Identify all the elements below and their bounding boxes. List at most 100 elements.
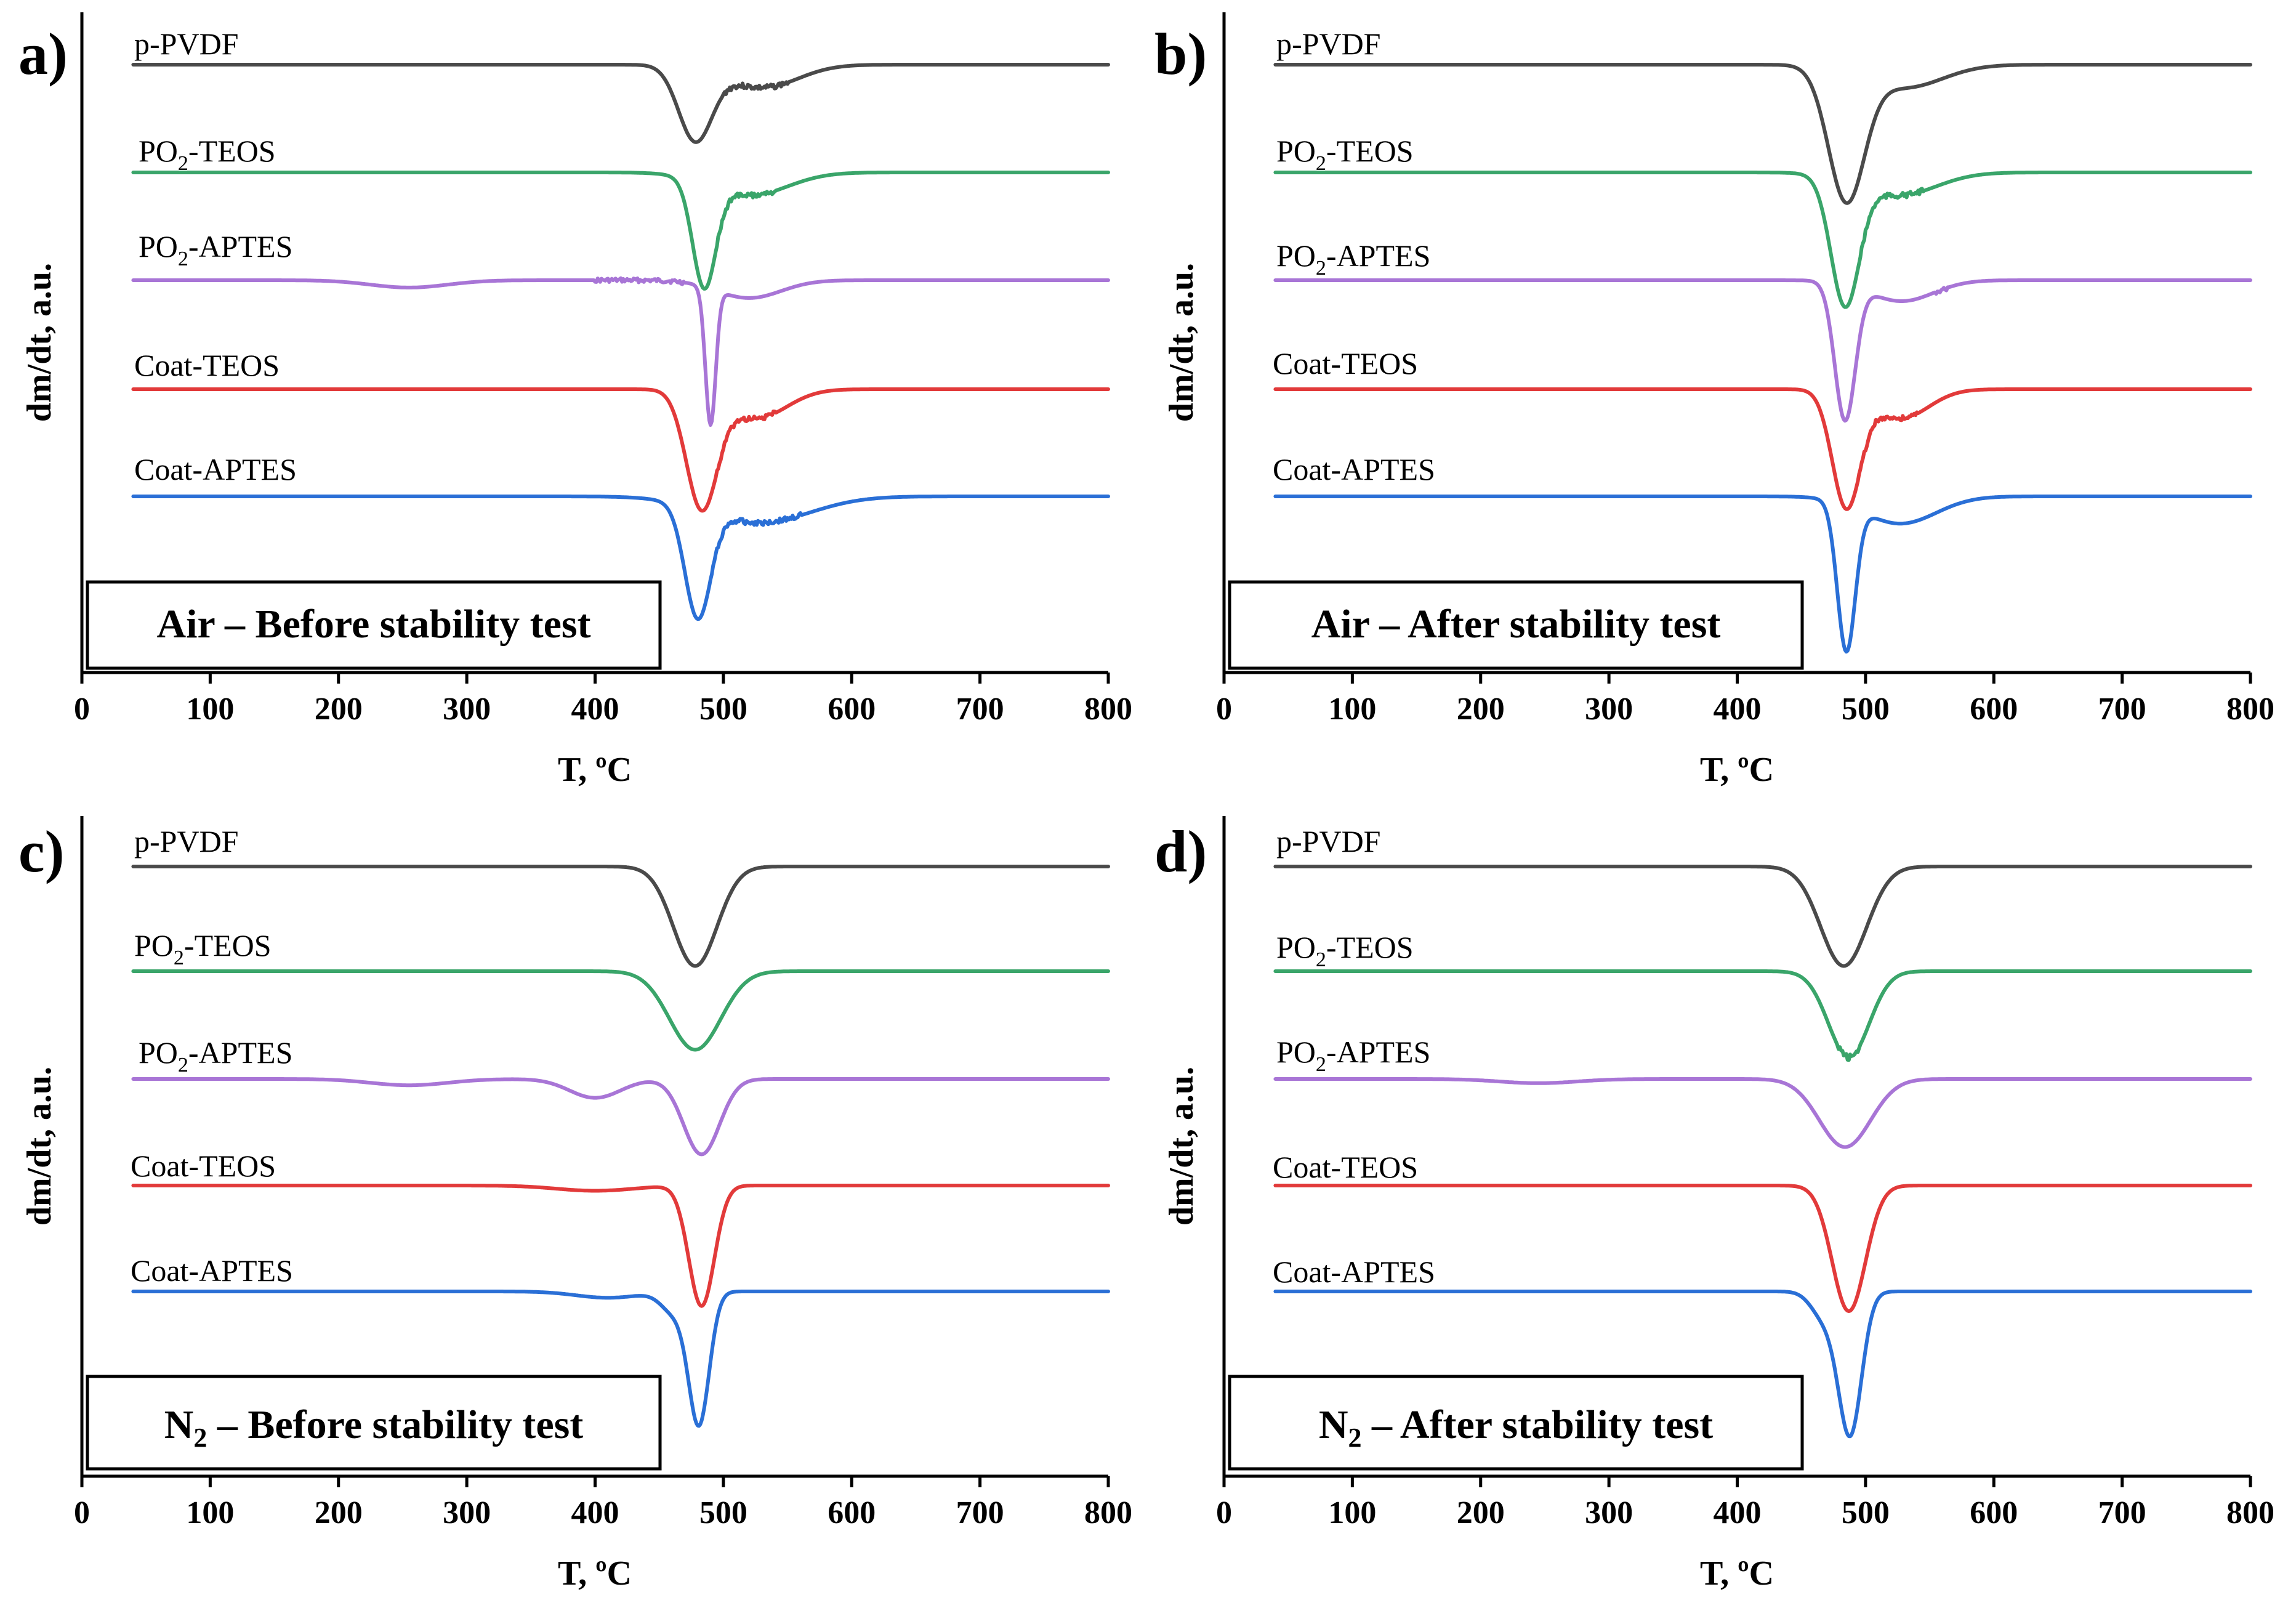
x-tick-label: 100 (1328, 692, 1376, 727)
series-label-p-pvdf: p-PVDF (1276, 26, 1380, 61)
series-label-coat-teos: Coat-TEOS (1273, 1150, 1418, 1184)
x-axis-label: T, ºC (558, 751, 632, 789)
series-labels: p-PVDF PO2-TEOS PO2-APTES Coat-TEOS Coat… (131, 824, 293, 1288)
x-tick-label: 300 (1585, 1495, 1633, 1530)
x-tick-label: 400 (571, 692, 619, 727)
series-line-coat-aptes (131, 495, 1110, 621)
x-tick-label: 400 (1714, 692, 1762, 727)
condition-box: N2 – After stability test (1228, 1375, 1804, 1471)
series-label-coat-aptes: Coat-APTES (1273, 452, 1435, 487)
series-line-p-pvdf (131, 63, 1110, 144)
panel-d: 0 100 200 300 400 500 600 700 800 T, ºC … (1154, 816, 2274, 1593)
x-tick-label: 500 (699, 1495, 747, 1530)
series-group (1273, 865, 2252, 1439)
x-tick-label: 200 (1457, 692, 1505, 727)
x-ticks (80, 673, 1110, 684)
series-label-po2-aptes: PO2-APTES (1276, 238, 1430, 280)
x-tick-labels: 0 100 200 300 400 500 600 700 800 (1216, 1495, 2274, 1530)
y-axis-label: dm/dt, a.u. (1162, 263, 1201, 422)
x-tick-label: 500 (1842, 1495, 1890, 1530)
panel-letter: b) (1154, 21, 1207, 87)
x-tick-label: 600 (1970, 692, 2018, 727)
series-labels: p-PVDF PO2-TEOS PO2-APTES Coat-TEOS Coat… (134, 26, 297, 487)
series-label-coat-aptes: Coat-APTES (1273, 1254, 1435, 1289)
series-line-coat-aptes (1273, 495, 2252, 654)
x-tick-label: 0 (1216, 692, 1232, 727)
series-line-po2-aptes (1273, 278, 2252, 423)
x-ticks (1222, 1476, 2252, 1487)
x-tick-label: 300 (1585, 692, 1633, 727)
series-group (131, 865, 1110, 1428)
condition-box: N2 – Before stability test (86, 1375, 662, 1471)
condition-box-text: Air – Before stability test (156, 602, 590, 647)
series-line-coat-aptes (131, 1290, 1110, 1428)
series-line-coat-aptes (1273, 1290, 2252, 1439)
condition-box-text: Air – After stability test (1311, 602, 1721, 647)
x-tick-label: 800 (2226, 692, 2274, 727)
x-tick-label: 300 (443, 692, 491, 727)
condition-box-frame (1228, 580, 1804, 670)
x-tick-label: 800 (2226, 1495, 2274, 1530)
x-axis-label: T, ºC (558, 1554, 632, 1593)
series-label-po2-aptes: PO2-APTES (139, 1035, 292, 1077)
x-tick-label: 100 (186, 1495, 234, 1530)
y-axis-label: dm/dt, a.u. (1162, 1067, 1201, 1226)
y-axis-label: dm/dt, a.u. (20, 263, 58, 422)
condition-box-frame (1228, 1375, 1804, 1471)
series-label-po2-teos: PO2-TEOS (134, 928, 272, 969)
series-line-coat-teos (131, 387, 1110, 513)
series-line-po2-teos (1273, 969, 2252, 1062)
x-tick-label: 700 (956, 692, 1004, 727)
x-tick-labels: 0 100 200 300 400 500 600 700 800 (1216, 692, 2274, 727)
series-label-p-pvdf: p-PVDF (1276, 824, 1380, 859)
series-line-po2-aptes (1273, 1077, 2252, 1149)
x-tick-label: 500 (1842, 692, 1890, 727)
x-ticks (1222, 673, 2252, 684)
series-labels: p-PVDF PO2-TEOS PO2-APTES Coat-TEOS Coat… (1273, 26, 1435, 487)
series-line-po2-teos (131, 969, 1110, 1052)
x-tick-label: 200 (315, 692, 363, 727)
x-tick-label: 700 (2098, 1495, 2146, 1530)
panel-letter: c) (18, 818, 65, 884)
x-tick-label: 200 (315, 1495, 363, 1530)
series-line-coat-teos (1273, 1184, 2252, 1313)
x-tick-label: 200 (1457, 1495, 1505, 1530)
x-ticks (80, 1476, 1110, 1487)
series-line-po2-teos (1273, 171, 2252, 309)
x-tick-label: 800 (1084, 1495, 1132, 1530)
series-label-coat-aptes: Coat-APTES (131, 1253, 293, 1288)
x-tick-label: 600 (828, 692, 876, 727)
x-tick-label: 600 (828, 1495, 876, 1530)
series-line-coat-teos (1273, 387, 2252, 511)
series-line-p-pvdf (1273, 63, 2252, 205)
x-tick-label: 0 (74, 692, 90, 727)
x-tick-label: 600 (1970, 1495, 2018, 1530)
series-label-po2-teos: PO2-TEOS (139, 134, 276, 175)
series-label-po2-aptes: PO2-APTES (139, 229, 292, 270)
series-label-po2-teos: PO2-TEOS (1276, 930, 1414, 971)
panel-b: 0 100 200 300 400 500 600 700 800 T, ºC … (1154, 12, 2274, 789)
x-tick-label: 0 (1216, 1495, 1232, 1530)
x-tick-label: 500 (699, 692, 747, 727)
condition-box-frame (86, 580, 662, 670)
x-tick-label: 0 (74, 1495, 90, 1530)
series-line-p-pvdf (1273, 865, 2252, 968)
x-tick-label: 800 (1084, 692, 1132, 727)
series-label-po2-aptes: PO2-APTES (1276, 1035, 1430, 1076)
series-line-coat-teos (131, 1184, 1110, 1308)
series-label-p-pvdf: p-PVDF (134, 26, 238, 61)
series-labels: p-PVDF PO2-TEOS PO2-APTES Coat-TEOS Coat… (1273, 824, 1435, 1289)
series-group (1273, 63, 2252, 654)
series-label-coat-teos: Coat-TEOS (131, 1149, 276, 1183)
x-axis-label: T, ºC (1700, 1554, 1774, 1593)
x-tick-label: 100 (186, 692, 234, 727)
x-tick-labels: 0 100 200 300 400 500 600 700 800 (74, 1495, 1132, 1530)
condition-box-text: N2 – After stability test (1319, 1402, 1713, 1453)
x-tick-label: 700 (2098, 692, 2146, 727)
series-group (131, 63, 1110, 621)
x-tick-labels: 0 100 200 300 400 500 600 700 800 (74, 692, 1132, 727)
series-label-coat-teos: Coat-TEOS (134, 348, 280, 382)
condition-box-text: N2 – Before stability test (164, 1402, 584, 1453)
